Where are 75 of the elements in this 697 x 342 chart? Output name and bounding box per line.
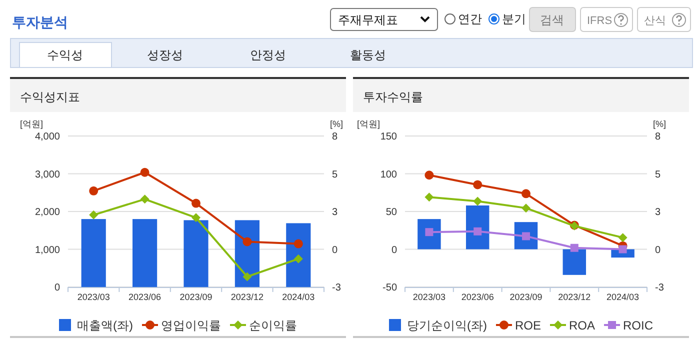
text: 활동성 [350, 48, 386, 62]
legend-label: 매출액(좌) [77, 318, 133, 332]
text: 투자분석 [12, 14, 68, 30]
text: IFRS [587, 15, 612, 27]
x-tick-label: 2023/12 [558, 292, 591, 302]
y2-tick-label: 5 [655, 169, 661, 180]
point [424, 170, 434, 180]
legend-label: 순이익률 [249, 318, 297, 332]
y-tick-label: 3,000 [34, 169, 60, 180]
bar [466, 205, 490, 250]
y2-tick-label: 0 [655, 244, 661, 256]
point [522, 204, 530, 213]
legend-label: 영업이익률 [161, 318, 221, 332]
x-tick-label: 2023/06 [128, 292, 162, 302]
y2-tick-label: 0 [332, 244, 338, 256]
x-tick-label: 2023/12 [230, 292, 264, 302]
y2-axis-title: [%] [653, 119, 666, 129]
point [242, 237, 252, 246]
point [473, 180, 482, 190]
bar [562, 249, 586, 275]
point [294, 239, 303, 248]
y-axis-title: [억원] [357, 119, 380, 129]
x-tick-label: 2023/09 [180, 292, 212, 302]
y-tick-label: -50 [382, 282, 398, 294]
text: 연간 [458, 12, 482, 26]
y-tick-label: 2,000 [34, 207, 60, 218]
y2-tick-label: -3 [332, 282, 342, 294]
x-tick-label: 2024/03 [606, 292, 640, 302]
chart-title: 투자수익률 [363, 90, 423, 104]
y2-tick-label: 8 [655, 132, 661, 142]
point [474, 227, 482, 236]
y-tick-label: 0 [54, 282, 60, 294]
y-tick-label: 50 [386, 207, 398, 218]
chart-title: 수익성지표 [20, 90, 80, 104]
point [618, 233, 628, 242]
y-tick-label: 0 [391, 244, 398, 256]
point [473, 196, 482, 206]
point [294, 254, 303, 264]
point [140, 194, 150, 204]
y2-tick-label: -3 [655, 282, 664, 294]
point [242, 272, 252, 282]
x-tick-label: 2023/09 [510, 292, 542, 302]
legend-label: ROE [514, 318, 541, 332]
text: 검색 [540, 13, 564, 27]
text: 안정성 [250, 48, 286, 62]
y2-tick-label: 8 [332, 132, 338, 142]
x-tick-label: 2023/03 [77, 292, 110, 302]
text: 성장성 [147, 48, 183, 62]
point [522, 189, 530, 198]
text: 산식 [644, 15, 666, 27]
y2-tick-label: 3 [332, 207, 338, 218]
y-axis-title: [억원] [20, 119, 44, 129]
legend-label: ROIC [623, 318, 654, 332]
point [89, 186, 98, 196]
x-tick-label: 2024/03 [282, 292, 315, 302]
point [89, 210, 98, 220]
text: 수익성 [47, 48, 83, 62]
x-tick-label: 2023/03 [412, 292, 446, 302]
y-tick-label: 150 [380, 132, 398, 142]
y-tick-label: 100 [380, 169, 398, 180]
point [140, 168, 150, 177]
y2-axis-title: [%] [330, 119, 344, 129]
point [570, 244, 578, 252]
legend-label: 당기순이익(좌) [406, 318, 487, 332]
text: 주재무제표 [338, 13, 398, 27]
y-tick-label: 1,000 [34, 244, 60, 256]
legend-label: ROA [569, 318, 596, 332]
point [192, 198, 200, 208]
y-tick-label: 4,000 [34, 132, 60, 142]
y2-tick-label: 3 [655, 207, 661, 218]
y2-tick-label: 5 [332, 169, 338, 180]
text: 분기 [502, 12, 526, 26]
point [424, 192, 434, 202]
x-tick-label: 2023/06 [461, 292, 494, 302]
point [192, 213, 200, 222]
